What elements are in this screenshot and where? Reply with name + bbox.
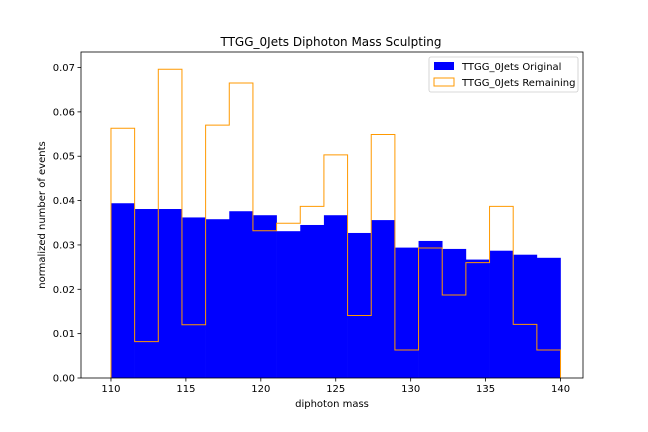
bar-original	[158, 209, 183, 378]
y-tick-label: 0.07	[53, 63, 75, 74]
bar-original	[181, 217, 206, 378]
x-tick-label: 140	[551, 384, 570, 395]
bar-original	[489, 250, 514, 378]
plot-frame	[80, 51, 584, 379]
x-tick-label: 135	[476, 384, 495, 395]
step-line-remaining	[110, 68, 562, 378]
y-tick-label: 0.03	[53, 240, 75, 251]
legend-swatch-original	[434, 62, 454, 70]
y-tick-label: 0.04	[53, 196, 75, 207]
bar-original	[276, 231, 301, 378]
y-tick-label: 0.01	[53, 329, 75, 340]
bar-original	[418, 240, 443, 378]
bar-original	[394, 247, 419, 378]
plot-area	[110, 68, 562, 378]
y-axis: 0.00 0.01 0.02 0.03 0.04 0.05 0.06 0.07	[53, 63, 81, 385]
bar-original	[371, 220, 396, 378]
y-axis-label: normalized number of events	[37, 141, 48, 288]
legend-swatch-remaining	[433, 77, 455, 87]
y-tick-label: 0.00	[53, 374, 75, 385]
x-axis-label: diphoton mass	[295, 399, 369, 410]
x-tick-label: 125	[326, 384, 345, 395]
bar-original	[347, 232, 372, 378]
x-tick-label: 130	[401, 384, 420, 395]
bar-original	[205, 219, 230, 378]
x-tick-label: 110	[101, 384, 120, 395]
bar-original	[300, 224, 325, 378]
legend-label-remaining: TTGG_0Jets Remaining	[461, 78, 575, 89]
bar-original	[442, 248, 467, 378]
bar-original	[134, 209, 159, 378]
legend: TTGG_0Jets Original TTGG_0Jets Remaining	[428, 56, 579, 93]
y-tick-label: 0.02	[53, 285, 75, 296]
bar-original	[229, 211, 254, 378]
bar-original	[513, 254, 538, 378]
chart-title: TTGG_0Jets Diphoton Mass Sculpting	[219, 35, 441, 49]
bar-original	[536, 257, 561, 378]
legend-box	[428, 56, 579, 93]
bar-original	[465, 259, 490, 378]
y-tick-label: 0.06	[53, 107, 75, 118]
x-tick-label: 120	[251, 384, 270, 395]
x-tick-label: 115	[176, 384, 195, 395]
bar-original	[252, 215, 277, 378]
bar-original	[323, 215, 348, 378]
bar-original	[110, 203, 135, 378]
x-axis: 110 115 120 125 130 135 140	[101, 378, 570, 395]
y-tick-label: 0.05	[53, 152, 75, 163]
legend-label-original: TTGG_0Jets Original	[461, 62, 561, 73]
